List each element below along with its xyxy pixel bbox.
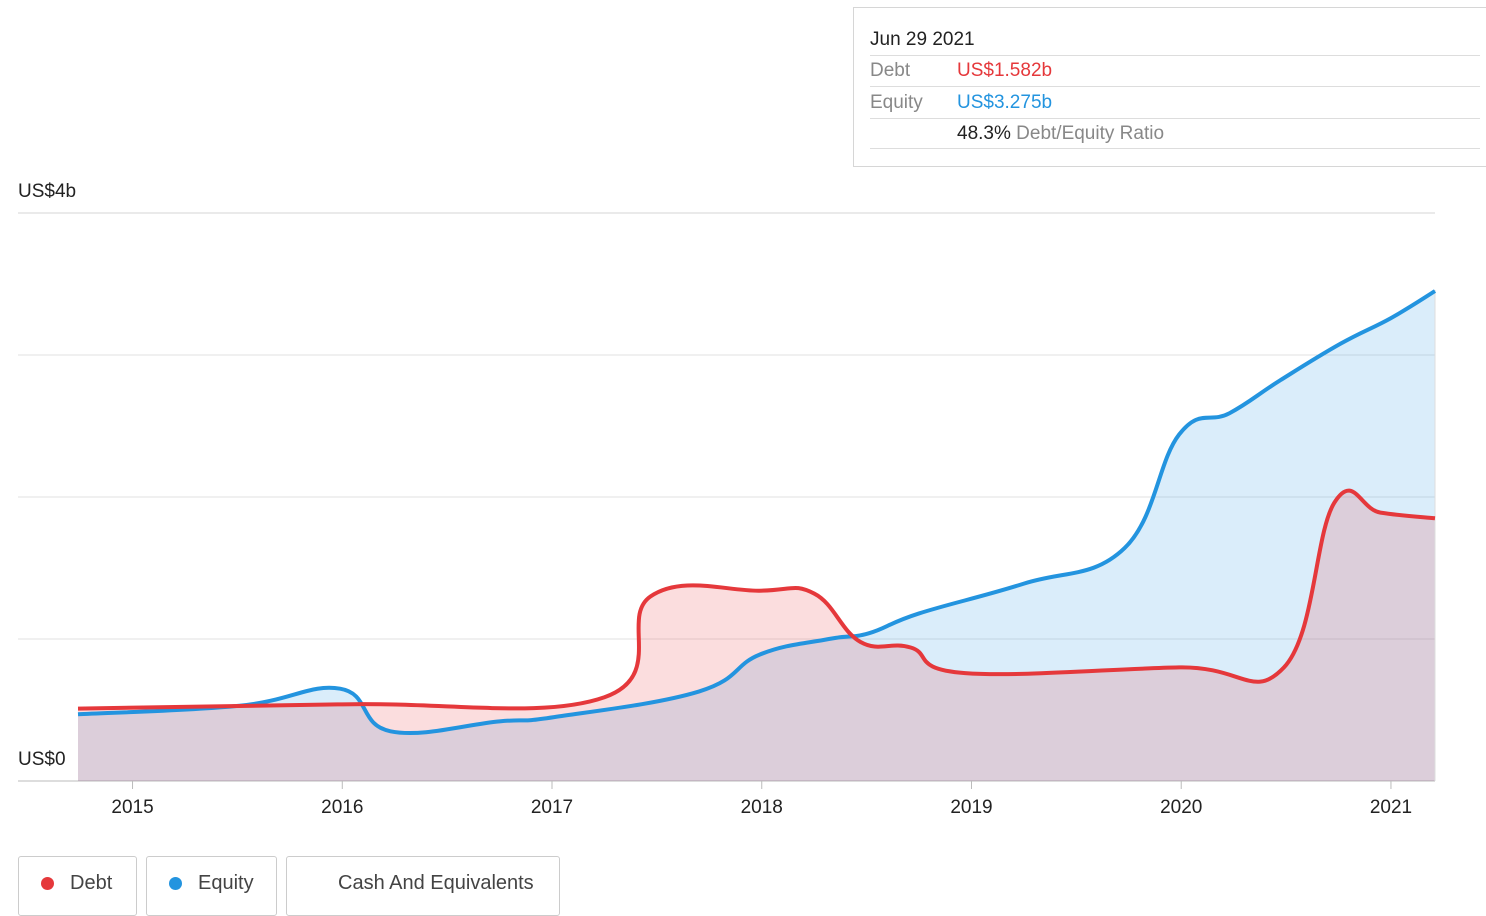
x-tick-label: 2016 xyxy=(321,797,363,818)
tooltip-ratio: 48.3% Debt/Equity Ratio xyxy=(870,118,1480,149)
series-line xyxy=(77,289,1437,736)
legend-item[interactable]: Debt xyxy=(18,856,137,916)
area xyxy=(78,291,1435,781)
y-tick-label: US$0 xyxy=(18,749,66,770)
x-tick-label: 2017 xyxy=(531,797,573,818)
tooltip-label: Equity xyxy=(870,92,923,113)
legend-label: Debt xyxy=(70,872,113,894)
tooltip-value: US$3.275b xyxy=(957,92,1053,113)
legend-dot xyxy=(41,877,54,890)
tooltip-row: Equity US$3.275b xyxy=(870,87,1480,119)
x-tick-label: 2019 xyxy=(950,797,992,818)
area xyxy=(78,490,1435,781)
x-tick-label: 2018 xyxy=(741,797,783,818)
legend-item[interactable]: Equity xyxy=(146,856,277,916)
legend-item[interactable]: Cash And Equivalents xyxy=(286,856,560,916)
x-tick-label: 2020 xyxy=(1160,797,1202,818)
series-line xyxy=(77,488,1436,711)
x-tick-label: 2021 xyxy=(1370,797,1412,818)
legend-label: Equity xyxy=(198,872,254,894)
ratio-label: Debt/Equity Ratio xyxy=(1016,123,1165,144)
tooltip-value: US$1.582b xyxy=(957,60,1053,81)
tooltip-row: Debt US$1.582b xyxy=(870,55,1480,87)
tooltip: Jun 29 2021 Debt US$1.582b Equity US$3.275… xyxy=(853,7,1486,167)
x-tick-label: 2015 xyxy=(111,797,153,818)
ratio-value: 48.3% xyxy=(957,123,1011,144)
tooltip-date: Jun 29 2021 xyxy=(870,24,1480,56)
y-tick-label: US$4b xyxy=(18,181,76,202)
tooltip-label: Debt xyxy=(870,60,911,81)
legend-label: Cash And Equivalents xyxy=(338,872,534,894)
legend-dot xyxy=(169,877,182,890)
